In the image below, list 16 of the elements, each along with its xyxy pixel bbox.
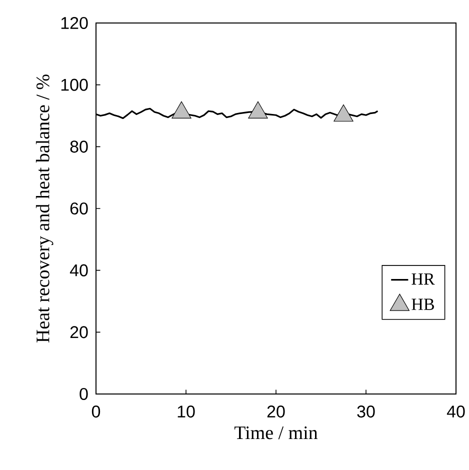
y-tick-label: 20: [70, 326, 88, 338]
x-tick-label: 0: [92, 406, 100, 418]
y-tick-label: 100: [61, 78, 88, 91]
x-tick-label: 10: [178, 406, 195, 418]
y-tick-label: 0: [80, 388, 88, 400]
legend-label: HR: [412, 273, 435, 285]
x-tick-label: 20: [267, 406, 285, 418]
legend-label: HB: [412, 298, 434, 310]
y-tick-label: 40: [70, 264, 88, 276]
y-tick-label: 120: [61, 16, 88, 30]
y-tick-label: 80: [70, 140, 88, 153]
x-tick-label: 30: [357, 406, 375, 418]
x-tick-label: 40: [446, 406, 465, 418]
x-axis-title: Time / min: [234, 426, 318, 440]
y-axis-title: Heat recovery and heat balance / %: [36, 74, 54, 342]
y-tick-label: 60: [70, 202, 88, 215]
